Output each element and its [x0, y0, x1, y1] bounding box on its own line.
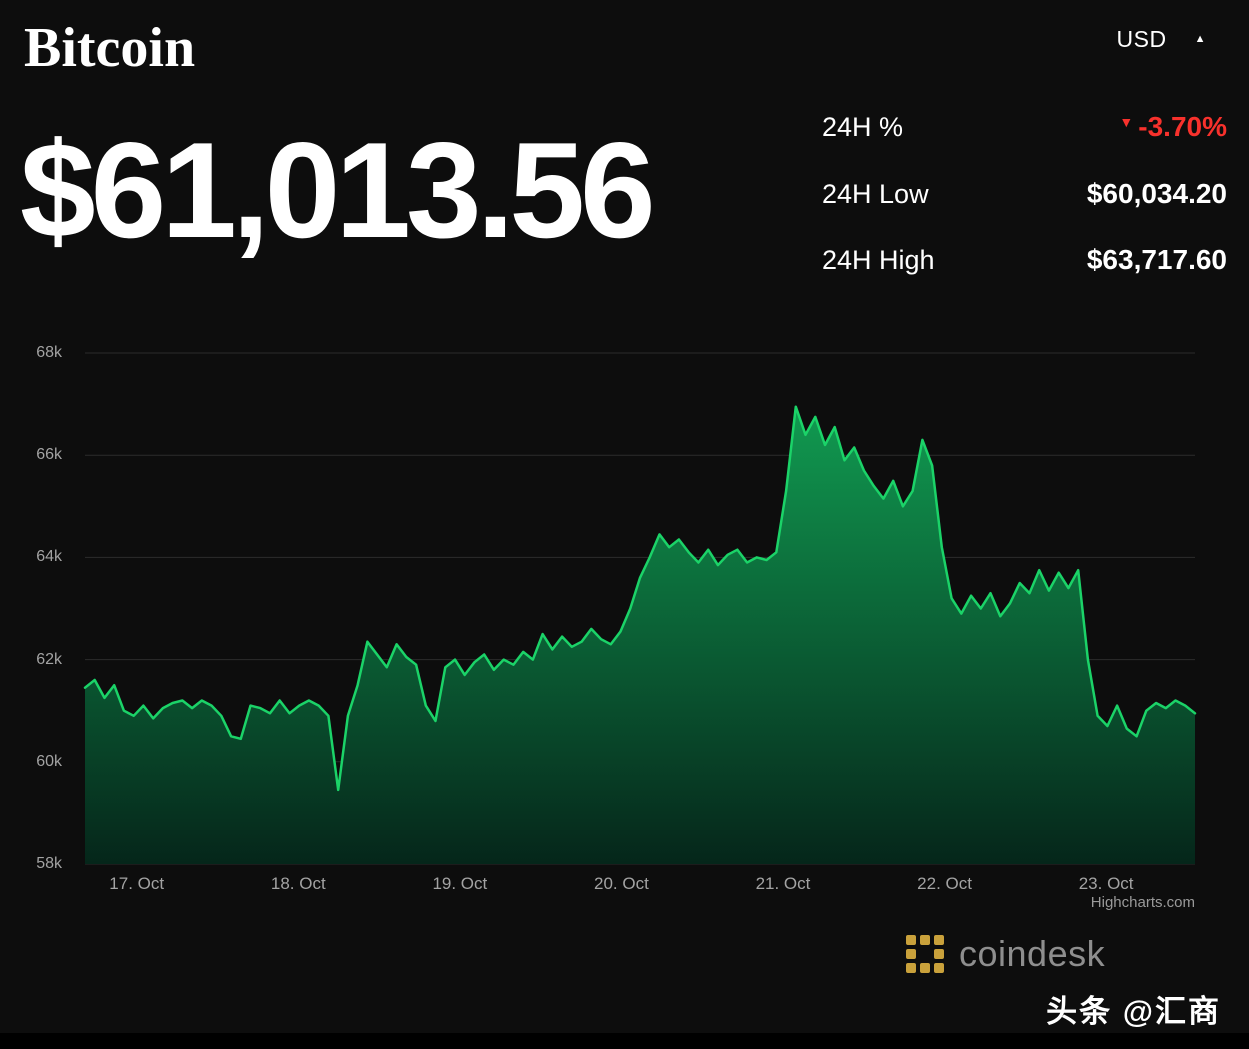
price-chart[interactable]	[83, 352, 1197, 865]
y-axis-label: 62k	[36, 650, 62, 668]
y-axis-label: 64k	[36, 548, 62, 566]
stat-value-high: $63,717.60	[1086, 244, 1227, 276]
current-price: $61,013.56	[20, 114, 656, 266]
stat-label: 24H %	[822, 112, 904, 142]
price-area-fill	[85, 406, 1195, 864]
x-axis-label: 17. Oct	[109, 874, 165, 893]
x-axis-label: 22. Oct	[917, 874, 972, 893]
x-axis-label: 20. Oct	[594, 874, 649, 893]
x-axis-label: 18. Oct	[270, 874, 326, 893]
stat-value-change: ▼ -3.70%	[1119, 110, 1227, 144]
y-axis-label: 58k	[36, 855, 62, 872]
stat-value-low: $60,034.20	[1086, 177, 1227, 209]
coindesk-icon	[906, 935, 944, 973]
x-axis-label: 19. Oct	[432, 874, 488, 893]
asset-title: Bitcoin	[24, 17, 196, 79]
x-axis-label: 23. Oct	[1078, 874, 1134, 893]
y-axis-label: 66k	[36, 446, 62, 464]
price-line-series[interactable]	[83, 405, 1197, 792]
toutiao-watermark: 头条 @汇商	[1046, 994, 1221, 1029]
currency-label: USD	[1116, 26, 1167, 52]
stats-panel: 24H % ▼ -3.70% 24H Low $60,034.20 24H Hig…	[822, 110, 1227, 310]
change-percent: -3.70%	[1138, 111, 1227, 142]
y-axis-label: 60k	[36, 752, 62, 770]
stat-label: 24H Low	[822, 178, 929, 209]
y-axis-label: 68k	[36, 344, 62, 361]
highcharts-credit[interactable]: Highcharts.com	[1090, 894, 1195, 911]
bottom-bar	[0, 1033, 1249, 1049]
down-triangle-icon: ▼	[1119, 114, 1134, 130]
stat-label: 24H High	[822, 245, 935, 276]
currency-selector[interactable]: USD ▲	[1117, 26, 1206, 53]
coindesk-wordmark: coindesk	[959, 933, 1106, 974]
stat-row-24h-low: 24H Low $60,034.20	[822, 177, 1227, 211]
stat-row-24h-high: 24H High $63,717.60	[822, 243, 1227, 277]
caret-up-icon: ▲	[1194, 32, 1206, 45]
coindesk-logo: coindesk	[905, 933, 1105, 975]
stat-row-24h-percent: 24H % ▼ -3.70%	[822, 110, 1227, 144]
x-axis-label: 21. Oct	[755, 874, 811, 893]
